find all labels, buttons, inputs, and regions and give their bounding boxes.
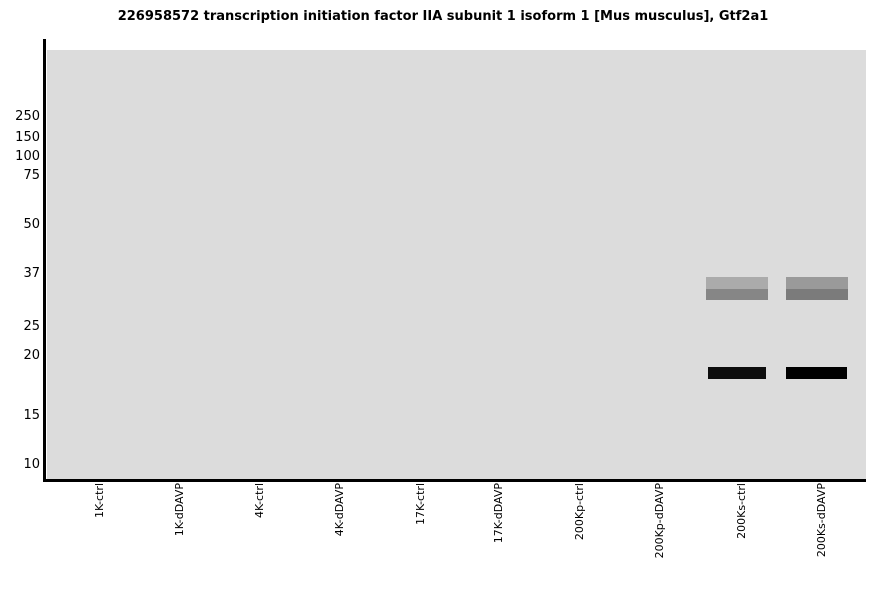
gel-band	[706, 277, 768, 300]
lane-label: 200Ks-dDAVP	[815, 483, 828, 558]
mw-marker-label: 20	[23, 348, 40, 363]
gel-band-segment	[786, 289, 848, 300]
x-axis-line	[43, 479, 866, 482]
gel-band	[786, 277, 848, 300]
gel-band-segment	[706, 277, 768, 289]
lane-label: 4K-dDAVP	[333, 483, 346, 537]
lane-label: 200Ks-ctrl	[735, 483, 748, 539]
gel-band	[786, 367, 847, 379]
lane-label: 1K-ctrl	[93, 483, 106, 518]
lane-label: 17K-ctrl	[414, 483, 427, 525]
lane-label: 200Kp-ctrl	[573, 483, 586, 541]
gel-plot-area	[47, 50, 866, 480]
chart-title: 226958572 transcription initiation facto…	[117, 9, 769, 24]
lane-label: 17K-dDAVP	[492, 483, 505, 544]
gel-band	[708, 367, 766, 379]
lane-label: 4K-ctrl	[253, 483, 266, 518]
gel-band-segment	[786, 277, 848, 289]
mw-marker-label: 10	[23, 457, 40, 472]
mw-marker-label: 50	[23, 217, 40, 232]
mw-marker-label: 100	[15, 149, 40, 164]
mw-marker-label: 37	[23, 266, 40, 281]
mw-marker-label: 75	[23, 168, 40, 183]
gel-band-segment	[706, 289, 768, 300]
gel-band-segment	[786, 367, 847, 379]
lane-label: 200Kp-dDAVP	[653, 483, 666, 559]
mw-marker-label: 25	[23, 319, 40, 334]
y-axis-line	[43, 39, 46, 482]
mw-marker-label: 150	[15, 130, 40, 145]
mw-marker-label: 15	[23, 408, 40, 423]
gel-band-segment	[708, 367, 766, 379]
lane-label: 1K-dDAVP	[173, 483, 186, 537]
mw-marker-label: 250	[15, 109, 40, 124]
